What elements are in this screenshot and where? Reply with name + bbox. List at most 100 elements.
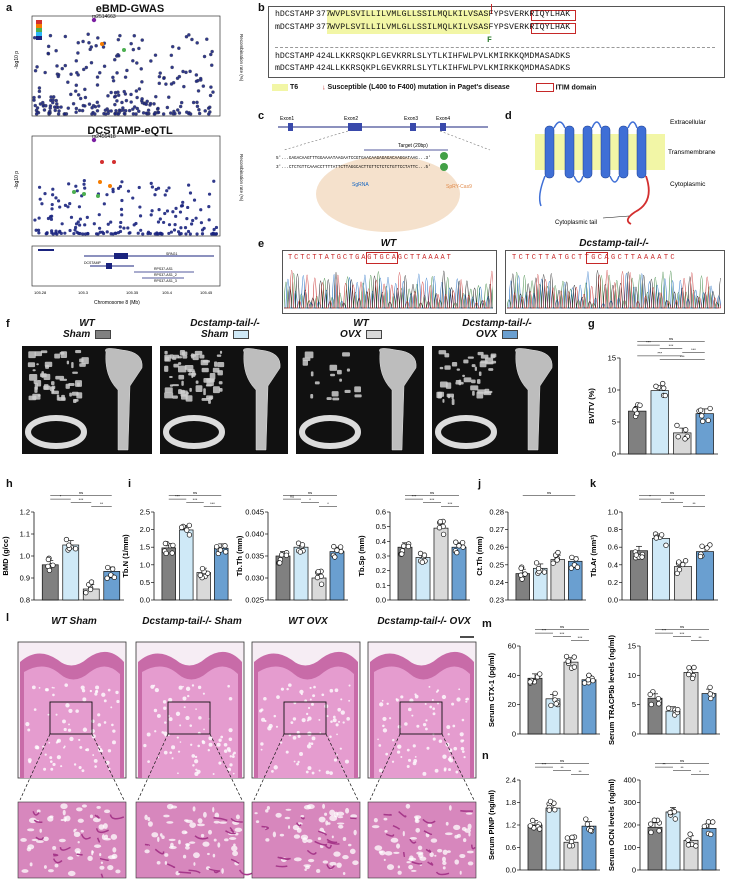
data-point — [667, 809, 673, 816]
zoom-marrow — [104, 809, 111, 814]
gwas-point — [43, 70, 47, 75]
gwas-point — [131, 47, 136, 52]
group-treatment: Sham — [62, 329, 93, 340]
zoom-trabecula — [425, 848, 432, 853]
b-divider — [275, 47, 715, 48]
gwas-point — [84, 65, 89, 70]
marrow-space — [414, 755, 417, 758]
eqtl-point — [173, 223, 177, 227]
transmembrane-label: Transmembrane — [668, 149, 716, 156]
trabecular-strut — [59, 378, 68, 381]
gwas-point — [177, 111, 182, 115]
trabecular-strut — [44, 361, 53, 367]
b-row1-pos: 377 — [316, 10, 331, 19]
gwas-point — [140, 97, 144, 101]
marrow-space — [461, 750, 465, 754]
marrow-space — [116, 699, 120, 704]
data-point — [88, 579, 95, 585]
eqtl-point — [96, 232, 100, 236]
chromatogram-trace — [284, 270, 493, 309]
significance-label: *** — [193, 497, 198, 502]
significance-label: *** — [669, 343, 674, 348]
marrow-space — [45, 688, 49, 692]
trabecular-strut — [478, 371, 482, 377]
gwas-point — [184, 34, 189, 39]
data-point — [683, 427, 689, 433]
data-point — [440, 531, 447, 538]
gwas-point — [121, 106, 125, 110]
zoom-marrow — [437, 848, 443, 853]
trabecular-strut — [68, 382, 75, 386]
data-point — [674, 570, 680, 576]
marrow-space — [227, 684, 230, 688]
marrow-space — [191, 684, 195, 687]
gwas-point — [102, 111, 106, 116]
data-point — [705, 819, 712, 825]
marrow-space — [143, 743, 147, 748]
zoom-marrow — [336, 811, 345, 817]
zoom-trabecula — [35, 836, 45, 841]
data-point — [675, 434, 681, 440]
gwas-point — [145, 99, 149, 104]
data-point — [569, 834, 575, 840]
zoom-marrow — [189, 822, 196, 828]
data-point — [105, 564, 111, 571]
zoom-marrow — [427, 823, 432, 828]
histology-panel — [135, 641, 254, 879]
gwas-point — [153, 53, 158, 57]
marrow-space — [460, 746, 465, 751]
zoom-trabecula — [392, 824, 401, 830]
panel-label-e: e — [258, 238, 265, 250]
bar — [527, 677, 543, 735]
marrow-space — [197, 744, 201, 748]
eqtl-point — [150, 209, 154, 213]
panel-label-j: j — [478, 478, 482, 490]
gwas-point — [129, 41, 133, 46]
significance-label: * — [699, 769, 701, 774]
trabecular-strut — [332, 397, 340, 401]
b-row3-label: hDCSTAMP — [275, 52, 315, 61]
gene-dcstamp: DCSTAMP — [84, 261, 102, 265]
gwas-point — [154, 94, 158, 99]
panel-label-m: m — [482, 618, 492, 630]
marrow-space — [112, 729, 116, 733]
trabecular-strut — [310, 371, 314, 377]
marrow-space — [68, 723, 70, 726]
gwas-point — [118, 33, 122, 38]
group-treatment: OVX — [340, 329, 364, 340]
data-point — [676, 559, 682, 565]
zoom-marrow — [416, 851, 424, 855]
b-row3-seq: LLKKRSQKPLGEVKRRLSLYTLKIHFWLPVLKMIRKKQMD… — [330, 52, 571, 61]
zoom-trabecula — [230, 858, 240, 864]
marrow-space — [455, 770, 459, 774]
marrow-space — [85, 748, 90, 752]
zoom-marrow — [384, 830, 388, 833]
data-point — [331, 543, 337, 550]
trabecular-strut — [199, 354, 205, 359]
trabecular-strut — [471, 364, 476, 368]
y-axis-label: BMD (g/cc) — [1, 536, 10, 576]
data-point — [697, 553, 704, 560]
zoom-marrow — [390, 837, 399, 843]
gwas-point — [139, 67, 143, 71]
eqtl-point — [37, 185, 42, 189]
data-point — [419, 559, 425, 565]
marrow-space — [337, 707, 342, 712]
gwas-point — [112, 95, 117, 99]
data-point — [708, 831, 714, 838]
zoom-marrow — [107, 864, 114, 871]
trabecular-strut — [476, 379, 481, 384]
zoom-marrow — [454, 834, 459, 839]
gwas-lead-snp: rs2514663 — [92, 14, 116, 20]
marrow-space — [306, 712, 309, 716]
marrow-space — [79, 745, 83, 749]
panel-label-l: l — [6, 612, 10, 624]
y-tick-label: 0.8 — [20, 596, 30, 605]
marrow-space — [428, 685, 431, 688]
gwas-point — [117, 108, 122, 112]
zoom-trabecula — [96, 837, 101, 843]
zoom-trabecula — [166, 863, 176, 869]
y-tick-label: 1.2 — [20, 508, 30, 517]
zoom-trabecula — [208, 868, 220, 872]
gwas-point — [48, 104, 53, 108]
